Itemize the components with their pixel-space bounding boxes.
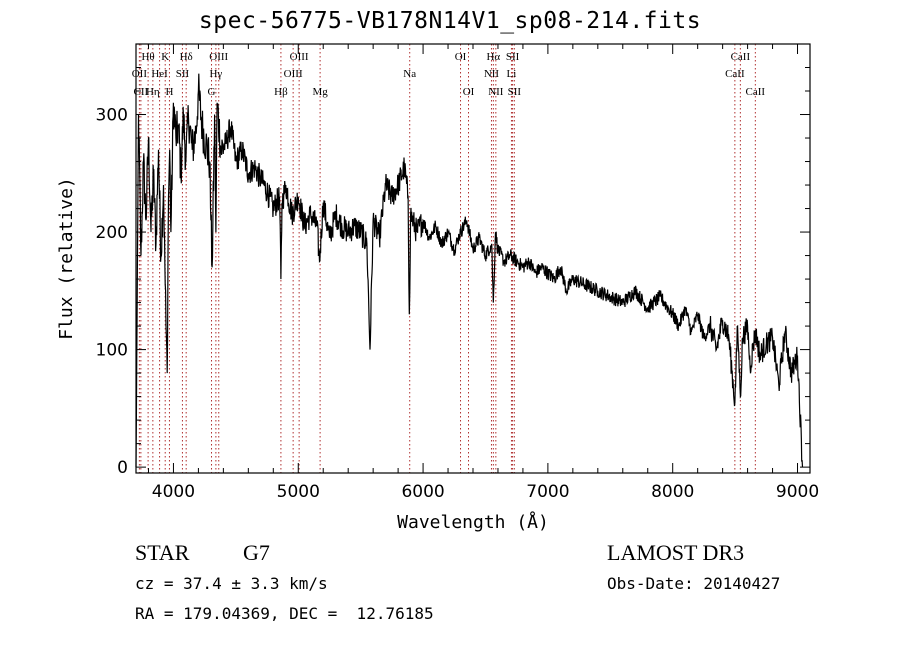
y-tick-label-3: 300 — [96, 106, 128, 126]
coordinates-text: RA = 179.04369, DEC = 12.76185 — [135, 604, 434, 623]
obs-date-text: Obs-Date: 20140427 — [607, 574, 781, 593]
spectral-subclass: G7 — [243, 540, 270, 565]
x-tick-label-3: 7000 — [526, 482, 569, 502]
x-tick-label-5: 9000 — [776, 482, 819, 502]
line-label-7: Hη — [146, 86, 160, 98]
x-tick-label-2: 6000 — [401, 482, 444, 502]
emission-line-markers — [138, 44, 756, 473]
line-label-5: SII — [176, 68, 190, 80]
line-label-27: CaII — [746, 86, 766, 98]
line-label-26: CaII — [725, 68, 745, 80]
line-label-18: OI — [463, 86, 475, 98]
x-axis-label: Wavelength (Å) — [397, 511, 549, 533]
line-label-12: OIII — [290, 51, 309, 63]
line-label-19: Hα — [486, 51, 500, 63]
line-label-10: Hγ — [209, 68, 222, 80]
line-label-9: OIII — [209, 51, 228, 63]
axis-ticks — [136, 44, 810, 473]
line-label-21: NII — [484, 68, 500, 80]
line-label-1: K — [161, 51, 169, 63]
line-label-4: HeI — [151, 68, 168, 80]
line-label-8: H — [165, 86, 173, 98]
line-label-17: OI — [455, 51, 467, 63]
x-tick-label-4: 8000 — [651, 482, 694, 502]
line-label-11: G — [208, 86, 216, 98]
y-tick-label-0: 0 — [117, 458, 128, 478]
line-label-14: Hβ — [274, 86, 288, 98]
line-label-2: Hδ — [180, 51, 193, 63]
y-tick-label-1: 100 — [96, 341, 128, 361]
plot-frame — [135, 43, 811, 474]
flux-series-line — [135, 73, 804, 468]
line-label-15: Mg — [312, 86, 328, 98]
line-label-24: SII — [508, 86, 522, 98]
line-label-22: Li — [507, 68, 517, 80]
chart-title: spec-56775-VB178N14V1_sp08-214.fits — [198, 8, 702, 34]
line-label-3: OII — [132, 68, 148, 80]
survey-name: LAMOST DR3 — [607, 540, 745, 565]
line-label-6: CII — [134, 86, 149, 98]
object-class: STAR — [135, 540, 190, 565]
tick-labels: 4000 5000 6000 7000 8000 9000 0 100 200 300 — [96, 106, 820, 502]
y-axis-label: Flux (relative) — [56, 177, 77, 340]
y-tick-label-2: 200 — [96, 223, 128, 243]
line-label-13: OIII — [284, 68, 303, 80]
line-label-23: NII — [488, 86, 504, 98]
line-label-16: Na — [403, 68, 416, 80]
line-label-25: CaII — [731, 51, 751, 63]
redshift-text: cz = 37.4 ± 3.3 km/s — [135, 574, 328, 593]
x-tick-label-0: 4000 — [152, 482, 195, 502]
x-tick-label-1: 5000 — [277, 482, 320, 502]
line-label-0: Hθ — [141, 51, 154, 63]
line-label-20: SII — [506, 51, 520, 63]
